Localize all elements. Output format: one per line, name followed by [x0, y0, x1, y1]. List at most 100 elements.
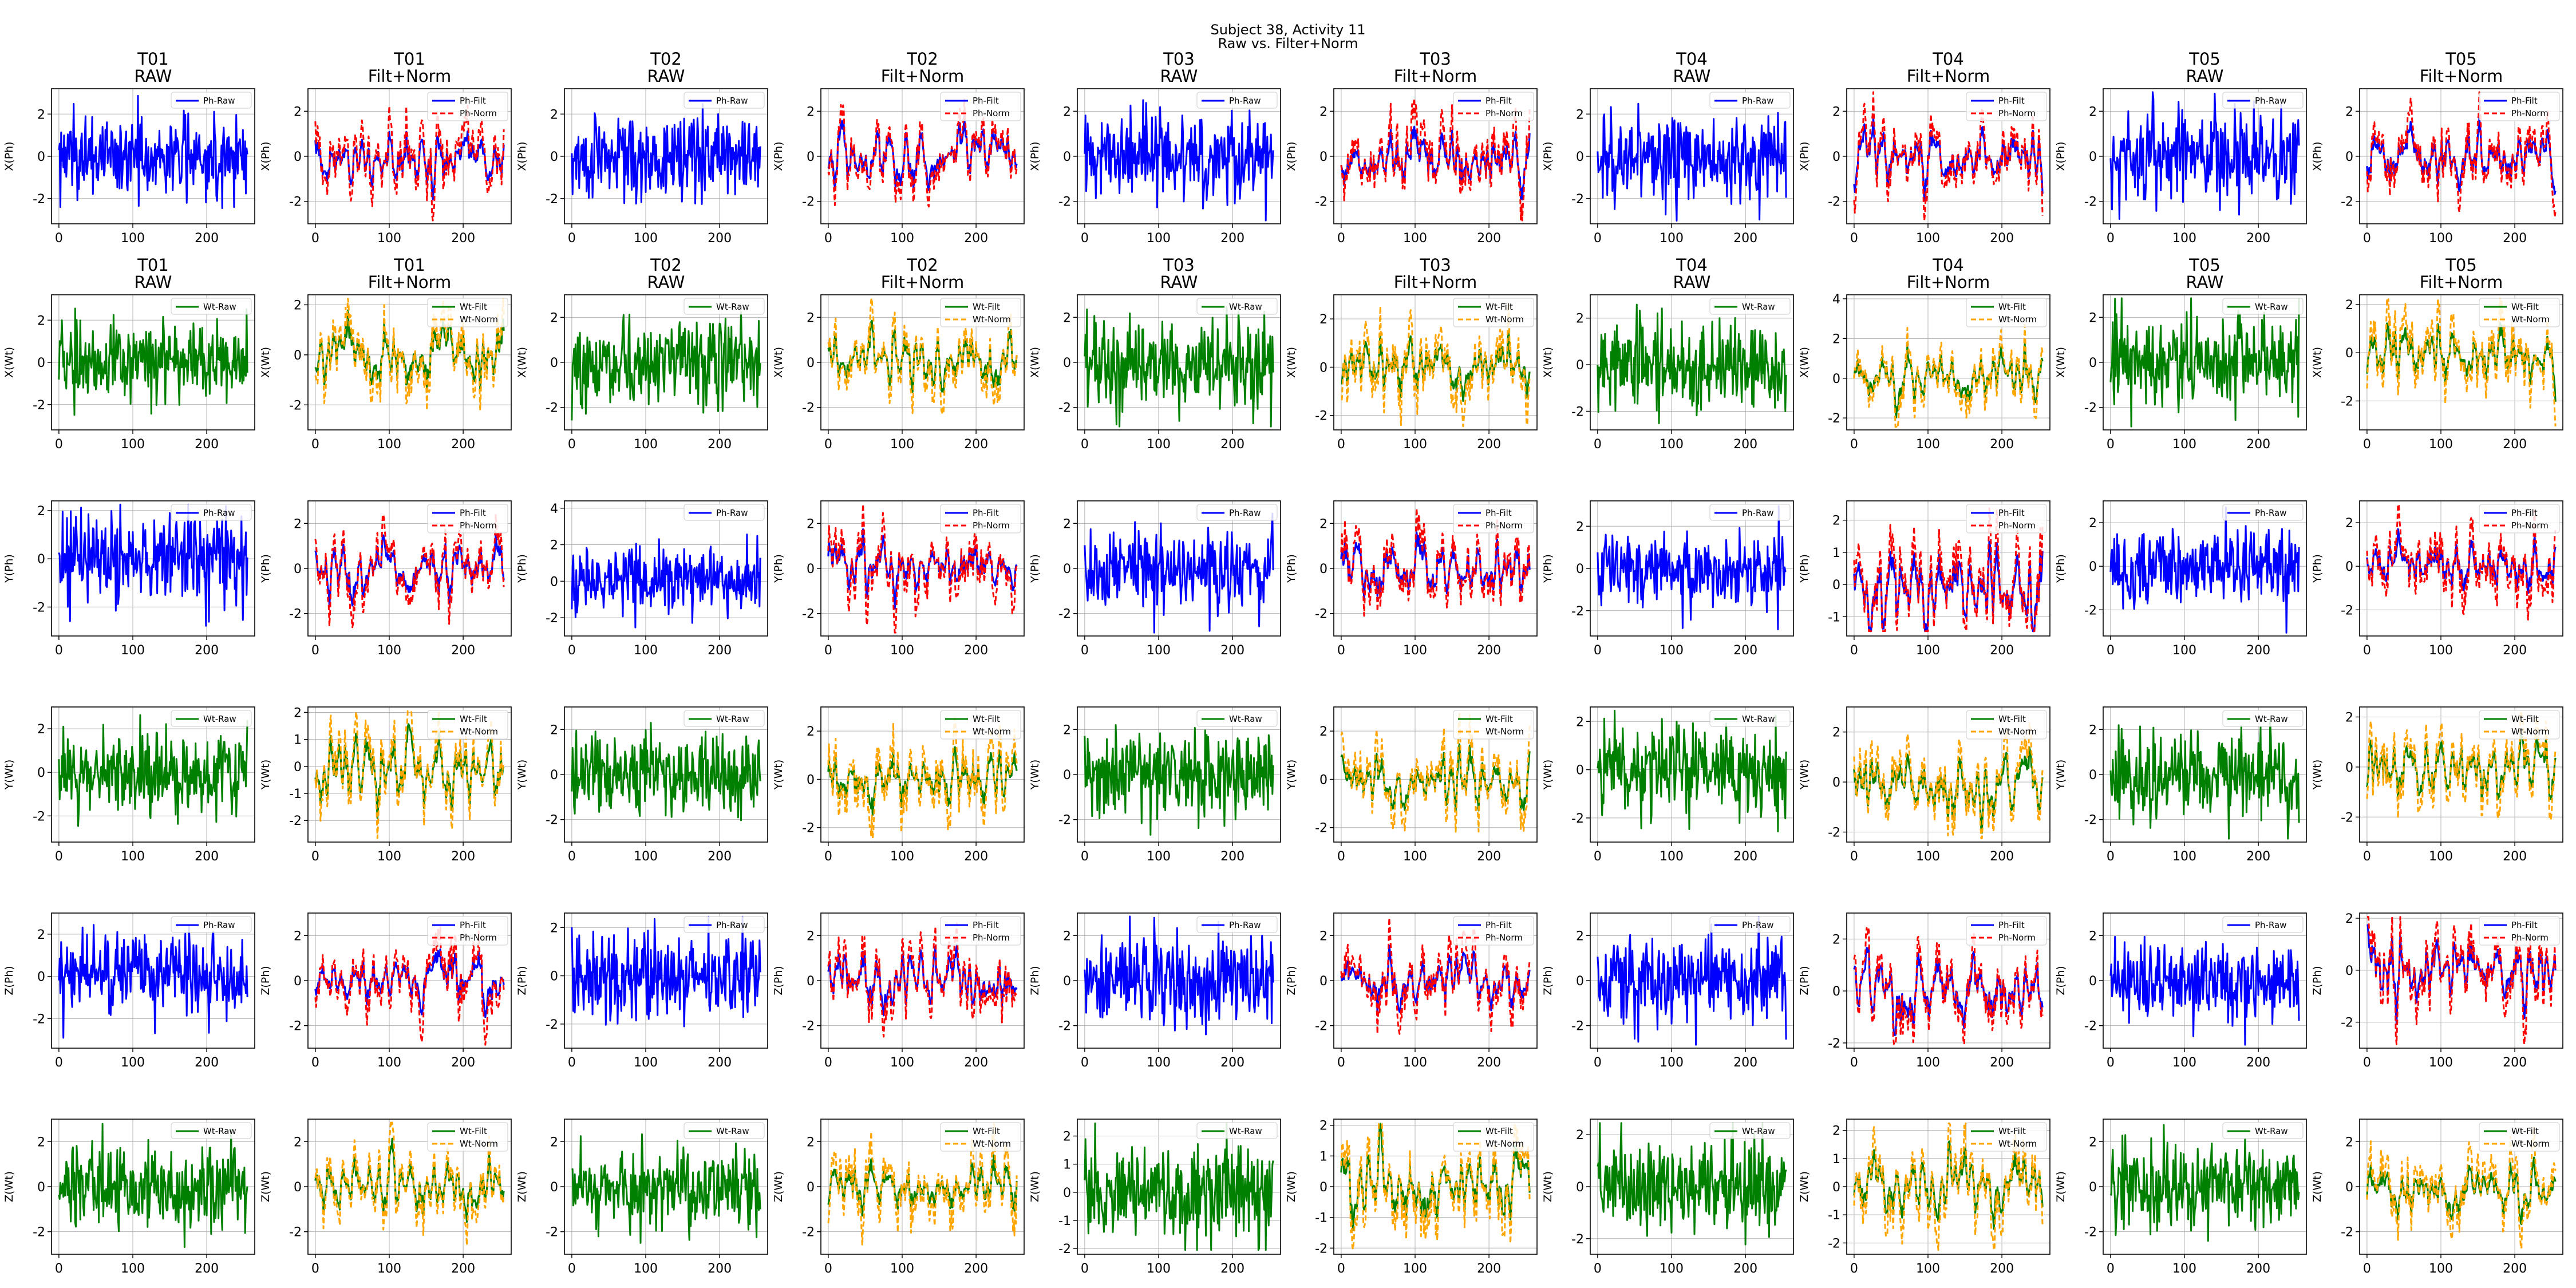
- axes-frame: [1846, 294, 2050, 430]
- subplot-r4-c6: 0 100 200 -2 0 2 Y(Wt) Wt-Filt Wt-Norm: [1285, 706, 1538, 864]
- legend: Wt-Filt Wt-Norm: [1453, 710, 1534, 740]
- y-tick-label: -2: [289, 1020, 302, 1034]
- subplot-title: RAW: [647, 272, 685, 292]
- y-tick-label: -2: [1058, 607, 1071, 622]
- y-axis-label: Z(Ph): [2311, 966, 2324, 995]
- legend-label: Ph-Raw: [2255, 96, 2287, 106]
- x-tick-label: 100: [1147, 437, 1171, 452]
- legend-box: [1966, 504, 2047, 534]
- y-tick-label: 0: [1832, 578, 1840, 592]
- legend-label: Ph-Raw: [1229, 96, 1261, 106]
- series-line-ph-norm: [314, 104, 505, 222]
- x-tick-label: 0: [55, 1262, 63, 1276]
- subplot-r3-c5: 0 100 200 -2 0 2 Y(Ph) Ph-Raw: [1029, 500, 1281, 658]
- legend: Ph-Raw: [683, 92, 765, 109]
- legend: Wt-Filt Wt-Norm: [1966, 710, 2047, 740]
- legend-label: Ph-Norm: [2511, 108, 2549, 118]
- axes-frame: [51, 500, 255, 637]
- legend: Wt-Filt Wt-Norm: [940, 298, 1021, 327]
- legend: Ph-Raw: [2222, 92, 2304, 109]
- legend: Ph-Filt Ph-Norm: [427, 916, 508, 946]
- x-tick-label: 100: [1916, 1056, 1940, 1070]
- y-tick-label: 0: [1319, 562, 1327, 576]
- series-line-wt-norm: [1340, 712, 1531, 833]
- x-tick-label: 0: [824, 231, 832, 246]
- legend-box: [1196, 1122, 1278, 1139]
- legend-label: Wt-Raw: [1229, 714, 1262, 724]
- y-axis-label: Y(Wt): [772, 760, 785, 791]
- y-tick-label: -2: [2084, 813, 2097, 828]
- legend-label: Wt-Norm: [2511, 726, 2550, 737]
- y-tick-label: 4: [1832, 293, 1840, 307]
- legend-label: Wt-Filt: [2511, 302, 2539, 312]
- series-line-wt-raw: [571, 1133, 761, 1244]
- legend-label: Wt-Norm: [2511, 314, 2550, 325]
- legend-label: Wt-Norm: [973, 1139, 1011, 1149]
- y-tick-label: 2: [1576, 520, 1584, 534]
- series-line-ph-norm: [2366, 916, 2557, 1045]
- x-tick-label: 0: [311, 1056, 319, 1070]
- series-line-ph-raw: [571, 103, 761, 205]
- subplot-r6-c4: 0 100 200 -2 0 2 Z(Wt) Wt-Filt Wt-Norm: [772, 1119, 1025, 1276]
- subplot-r4-c3: 0 100 200 -2 0 2 Y(Wt) Wt-Raw: [516, 706, 768, 864]
- subplot-title: RAW: [1160, 66, 1198, 86]
- legend: Wt-Raw: [1196, 298, 1278, 315]
- x-tick-label: 100: [121, 850, 145, 864]
- y-tick-label: 2: [807, 725, 815, 739]
- y-axis-label: X(Wt): [2311, 347, 2324, 378]
- y-tick-label: 0: [1832, 776, 1840, 790]
- x-tick-label: 100: [121, 437, 145, 452]
- y-tick-label: -2: [802, 1226, 815, 1240]
- y-tick-label: 0: [807, 150, 815, 164]
- legend: Ph-Raw: [1709, 504, 1791, 521]
- y-tick-label: 2: [1063, 311, 1071, 325]
- x-tick-label: 0: [55, 1056, 63, 1070]
- y-tick-label: 4: [550, 502, 558, 516]
- y-tick-label: 2: [2089, 929, 2097, 943]
- y-tick-label: -2: [1058, 401, 1071, 416]
- x-tick-label: 100: [377, 643, 401, 658]
- legend: Wt-Raw: [2222, 1122, 2304, 1139]
- y-tick-label: 0: [294, 349, 302, 363]
- y-tick-label: 0: [550, 768, 558, 783]
- series-line-wt-raw: [1597, 1122, 1787, 1246]
- legend: Wt-Raw: [2222, 298, 2304, 315]
- x-tick-label: 200: [1477, 1262, 1501, 1276]
- y-tick-label: -2: [1571, 1020, 1584, 1034]
- legend-label: Wt-Filt: [973, 1126, 1000, 1136]
- y-axis-label: Z(Ph): [772, 966, 785, 995]
- y-tick-label: -2: [33, 192, 45, 207]
- y-axis-label: Z(Wt): [772, 1171, 785, 1202]
- series-line-ph-raw: [58, 503, 248, 627]
- subplot-r6-c9: 0 100 200 -2 0 2 Z(Wt) Wt-Raw: [2055, 1119, 2307, 1276]
- subplot-title: T04: [1676, 255, 1708, 275]
- legend-label: Wt-Raw: [203, 714, 236, 724]
- y-axis-label: Y(Ph): [1285, 554, 1298, 583]
- legend: Ph-Filt Ph-Norm: [1966, 916, 2047, 946]
- legend-label: Ph-Filt: [1485, 920, 1512, 930]
- legend-box: [2479, 298, 2560, 327]
- y-tick-label: -2: [289, 398, 302, 413]
- series-line-ph-norm: [827, 922, 1018, 1038]
- y-tick-label: 1: [1319, 1149, 1327, 1164]
- x-tick-label: 200: [964, 850, 988, 864]
- y-tick-label: -2: [2341, 811, 2353, 825]
- legend-label: Wt-Raw: [1229, 302, 1262, 312]
- subplot-r6-c5: 0 100 200 -2 -1 0 1 2 Z(Wt) Wt-Raw: [1029, 1119, 1281, 1276]
- x-tick-label: 200: [2246, 1056, 2270, 1070]
- legend: Ph-Raw: [1196, 916, 1278, 933]
- legend-box: [1453, 710, 1534, 740]
- legend-label: Ph-Filt: [1998, 508, 2025, 518]
- x-tick-label: 0: [1594, 437, 1602, 452]
- legend-box: [683, 710, 765, 727]
- y-tick-label: 2: [1832, 332, 1840, 346]
- y-tick-label: 2: [37, 722, 45, 737]
- y-axis-label: X(Ph): [2055, 141, 2067, 171]
- legend-box: [940, 710, 1021, 740]
- y-tick-label: 0: [807, 974, 815, 989]
- y-tick-label: 0: [2345, 150, 2353, 164]
